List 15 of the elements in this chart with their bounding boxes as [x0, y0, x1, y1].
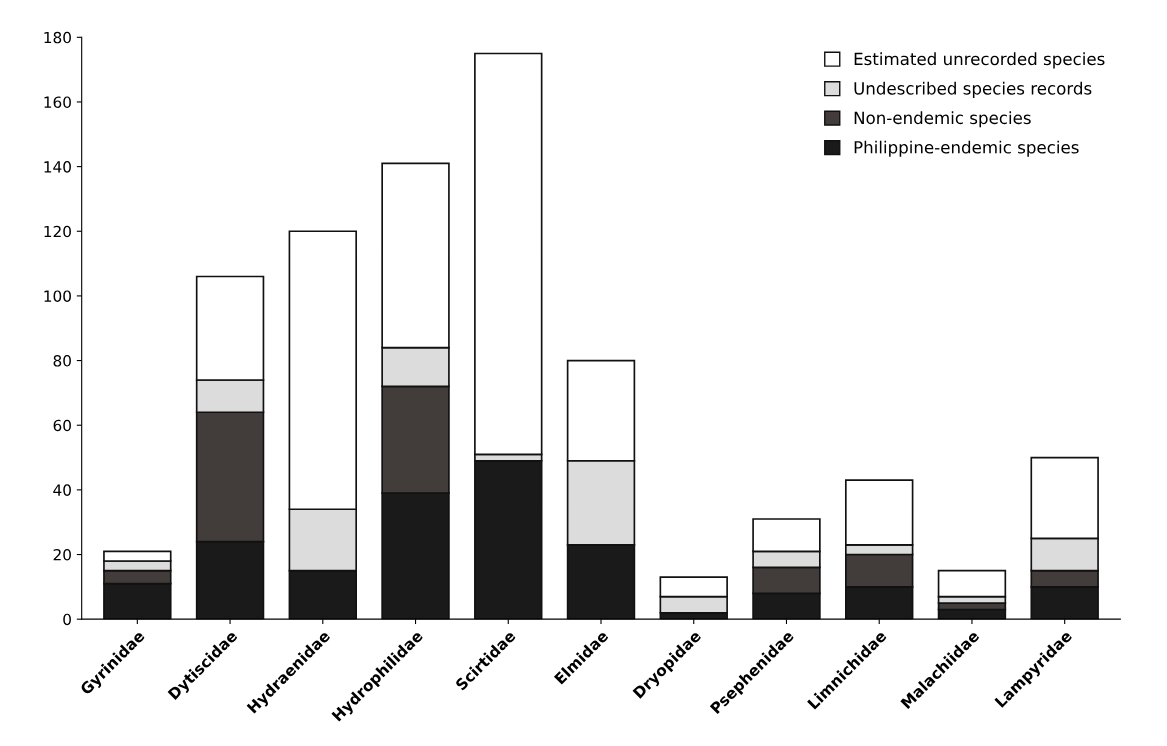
y-tick-label: 100 [44, 290, 71, 302]
y-tick-label: 40 [53, 484, 71, 496]
legend-label: Undescribed species records [854, 81, 1092, 98]
y-tick-label: 180 [44, 31, 71, 44]
y-tick-label: 120 [44, 225, 71, 238]
legend-label: Estimated unrecorded species [854, 52, 1105, 69]
y-tick-label: 60 [53, 419, 71, 432]
y-tick-label: 0 [63, 613, 71, 626]
y-tick-label: 20 [53, 548, 71, 561]
y-tick-label: 80 [53, 355, 71, 367]
y-tick-label: 140 [44, 161, 71, 173]
bar [474, 459, 543, 620]
legend-label: Non-endemic species [854, 111, 1031, 128]
y-tick-label: 160 [44, 96, 71, 108]
legend-label: Philippine-endemic species [854, 140, 1079, 157]
